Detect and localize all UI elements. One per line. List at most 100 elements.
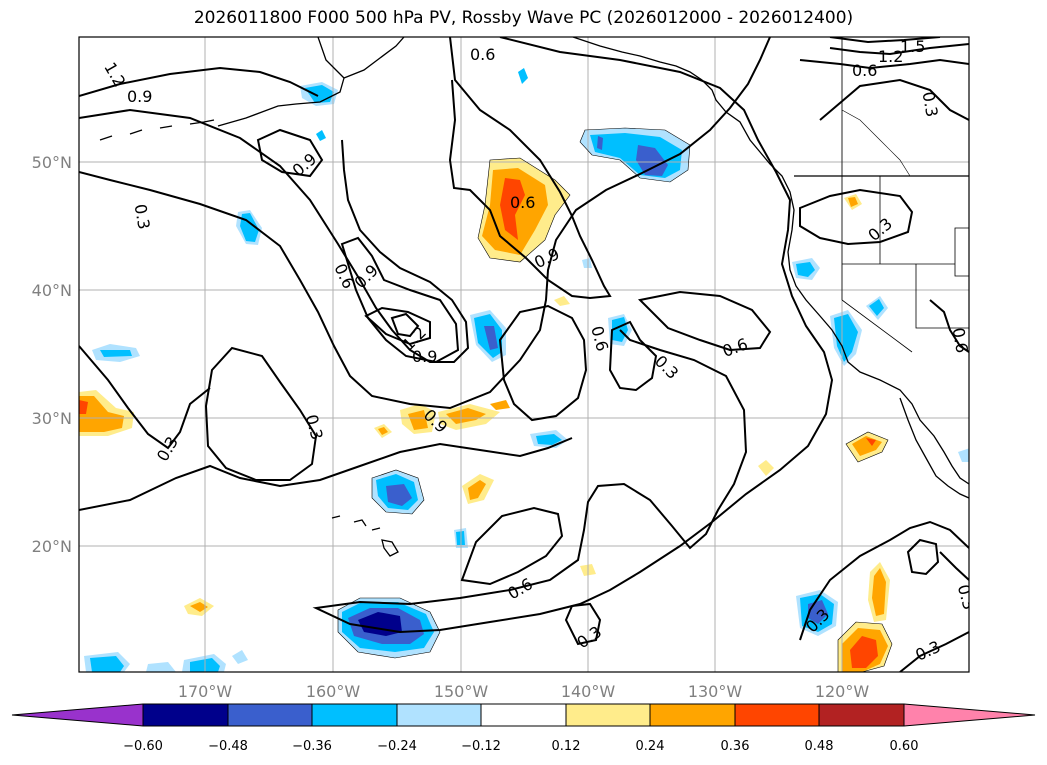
- negative-anomaly-patch: [869, 299, 884, 316]
- colorbar-segment: [312, 704, 397, 726]
- contour-line: [564, 602, 602, 646]
- negative-anomaly-patch: [518, 68, 528, 84]
- shading-outlines: [337, 127, 893, 672]
- lon-label: 120°W: [815, 682, 870, 701]
- positive-anomaly-patch: [872, 568, 886, 616]
- positive-anomaly-patch: [446, 408, 486, 424]
- contour-label: 0.3: [919, 90, 942, 118]
- colorbar-low-extend: [12, 704, 143, 726]
- negative-anomaly-patch: [316, 130, 326, 141]
- contour-line: [799, 520, 969, 641]
- negative-anomaly-patch: [958, 448, 969, 462]
- positive-anomaly-patch: [79, 400, 88, 414]
- contour-label: 0.9: [127, 87, 152, 106]
- colorbar-tick-label: −0.48: [208, 739, 248, 754]
- contour-label: 0.9: [412, 347, 437, 366]
- pv-contours: [79, 37, 969, 672]
- lat-label: 20°N: [32, 537, 72, 556]
- graticule: [79, 37, 969, 672]
- hawaii-islands: [331, 515, 399, 557]
- contour-line: [364, 306, 431, 346]
- negative-anomaly-patch: [536, 434, 562, 445]
- canada-province-border: [841, 109, 911, 177]
- positive-anomaly-patch: [554, 296, 570, 306]
- negative-anomaly-patch: [597, 136, 603, 150]
- colorbar-tick-label: 0.48: [805, 739, 834, 754]
- colorbar: −0.60 −0.48 −0.36 −0.24 −0.12 0.12 0.24 …: [11, 703, 1036, 754]
- contour-label: 0.6: [949, 326, 972, 354]
- contour-label: 0.6: [510, 193, 535, 212]
- lon-label: 140°W: [561, 682, 616, 701]
- colorbar-segment: [735, 704, 819, 726]
- contour-line: [799, 188, 914, 246]
- colorbar-tick-label: −0.60: [123, 739, 163, 754]
- negative-anomaly-patch: [90, 656, 124, 672]
- map-title: 2026011800 F000 500 hPa PV, Rossby Wave …: [193, 8, 854, 28]
- negative-anomaly-patch: [796, 262, 815, 277]
- lon-label: 150°W: [434, 682, 489, 701]
- contour-line: [637, 290, 772, 352]
- contour-line: [256, 128, 324, 178]
- contour-line: [939, 551, 969, 581]
- colorbar-tick-label: −0.12: [461, 739, 501, 754]
- contour-line: [79, 345, 211, 450]
- negative-anomaly-patch: [582, 258, 592, 268]
- positive-anomaly-patch: [490, 400, 510, 410]
- contour-line: [79, 66, 319, 97]
- negative-anomaly-patch: [612, 317, 628, 342]
- contour-line: [929, 299, 969, 353]
- coastlines: [99, 37, 969, 557]
- contour-line: [460, 506, 564, 586]
- positive-anomaly-patch: [866, 438, 876, 446]
- colorbar-tick-label: 0.12: [552, 739, 581, 754]
- plot-frame: [78, 36, 970, 673]
- negative-anomaly-patch: [636, 145, 668, 176]
- contour-line: [899, 631, 969, 672]
- positive-anomaly-patch: [190, 602, 208, 612]
- contour-line: [204, 346, 318, 481]
- colorbar-tick-label: 0.24: [636, 739, 665, 754]
- lon-label: 170°W: [178, 682, 233, 701]
- lat-label: 40°N: [32, 281, 72, 300]
- contour-label: 0.3: [131, 202, 154, 230]
- negative-anomaly-patch: [484, 326, 498, 350]
- contour-line: [79, 437, 573, 511]
- contour-line: [79, 37, 771, 410]
- positive-anomaly-patch: [850, 636, 878, 668]
- contour-label: 1.5: [900, 37, 925, 56]
- lat-label: 30°N: [32, 409, 72, 428]
- contour-line: [79, 108, 470, 363]
- colorbar-tick-label: −0.24: [377, 739, 417, 754]
- colorbar-segment: [143, 704, 228, 726]
- contour-line: [608, 320, 658, 392]
- contour-line: [819, 78, 969, 121]
- negative-anomaly-patch: [100, 350, 132, 357]
- lon-label: 130°W: [688, 682, 743, 701]
- contour-label: 1.2: [878, 47, 903, 66]
- positive-anomaly-patch: [500, 178, 525, 240]
- lat-label: 50°N: [32, 153, 72, 172]
- contour-line: [906, 538, 940, 576]
- colorbar-tick-label: 0.60: [890, 739, 919, 754]
- state-border: [915, 264, 969, 329]
- aleutian-islands: [99, 119, 215, 141]
- colorbar-tick-label: 0.36: [721, 739, 750, 754]
- state-border: [954, 227, 969, 277]
- negative-anomaly-patch: [386, 484, 412, 506]
- colorbar-segment: [566, 704, 650, 726]
- positive-anomaly-patch: [378, 427, 388, 435]
- colorbar-high-extend: [904, 704, 1035, 726]
- contour-label: 0.6: [852, 61, 877, 80]
- positive-anomaly-patch: [848, 197, 858, 207]
- contour-line: [448, 37, 612, 300]
- baja-coast: [899, 397, 969, 499]
- positive-anomaly-patch: [79, 396, 124, 432]
- contour-line: [799, 58, 969, 70]
- colorbar-segment: [819, 704, 904, 726]
- colorbar-tick-label: −0.36: [292, 739, 332, 754]
- contour-line: [829, 43, 969, 56]
- colorbar-segment: [228, 704, 312, 726]
- positive-anomaly-patch: [758, 460, 774, 476]
- contour-line: [498, 304, 588, 422]
- state-border: [841, 299, 913, 353]
